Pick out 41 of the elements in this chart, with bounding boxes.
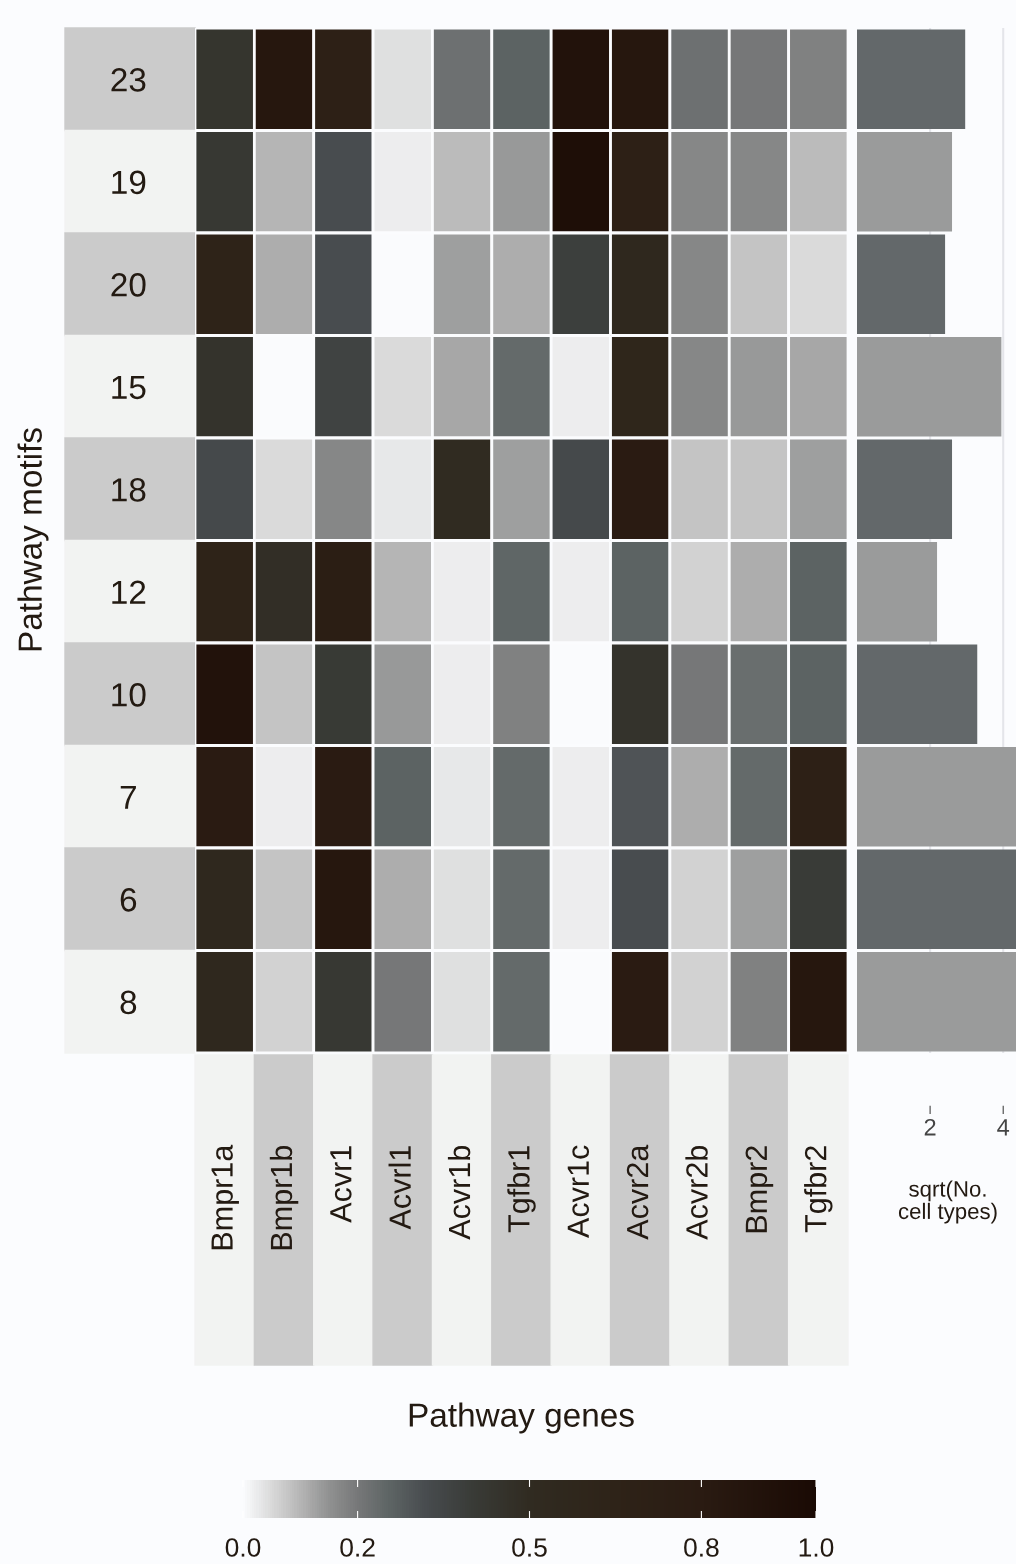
x-tick-label: Bmpr1a bbox=[211, 1144, 239, 1250]
x-tick-label: Bmpr1b bbox=[269, 1145, 299, 1250]
y-tick-label: 15 bbox=[112, 375, 146, 400]
x-tick-label: Acvr2a bbox=[626, 1144, 649, 1240]
y-axis-title: Pathway motifs bbox=[17, 428, 49, 651]
x-tick-label: Bmpr2 bbox=[745, 1146, 774, 1233]
x-axis-title: Pathway genes bbox=[409, 1402, 634, 1434]
x-tick-label: Tgfbr1 bbox=[507, 1146, 536, 1233]
y-tick-label: 23 bbox=[111, 68, 146, 92]
color-bar-label: 0.2 bbox=[340, 1538, 375, 1557]
bar bbox=[857, 747, 1016, 847]
y-tick-label: 12 bbox=[112, 580, 146, 604]
color-bar-label: 0.0 bbox=[225, 1538, 261, 1557]
bar bbox=[857, 952, 1016, 1052]
bar bbox=[857, 644, 978, 744]
x-tick-label: 2 bbox=[924, 1118, 936, 1136]
x-tick-label: 4 bbox=[997, 1119, 1010, 1136]
x-tick-label: Tgfbr2 bbox=[804, 1146, 833, 1233]
bar bbox=[857, 542, 938, 642]
bar bbox=[857, 337, 1002, 437]
bar bbox=[857, 29, 966, 129]
color-bar-label: 1.0 bbox=[799, 1538, 834, 1557]
y-tick-label: 8 bbox=[120, 990, 137, 1015]
bar bbox=[857, 439, 953, 539]
x-tick-label: Acvr2b bbox=[685, 1145, 708, 1240]
bar bbox=[857, 849, 1016, 949]
x-tick-label: Acvr1c bbox=[567, 1145, 590, 1238]
y-tick-label: 7 bbox=[120, 785, 136, 809]
bar bbox=[857, 234, 946, 334]
bar bbox=[857, 132, 953, 232]
x-axis-title: sqrt(No. cell types) bbox=[898, 1180, 997, 1224]
y-tick-label: 18 bbox=[112, 478, 146, 502]
x-tick-label: Acvr1b bbox=[447, 1145, 471, 1240]
y-tick-label: 10 bbox=[112, 683, 146, 707]
y-tick-label: 6 bbox=[120, 888, 137, 912]
x-tick-label: Acvrl1 bbox=[388, 1146, 411, 1230]
color-bar-label: 0.8 bbox=[684, 1538, 719, 1557]
y-tick-label: 20 bbox=[111, 273, 146, 297]
x-tick-label: Acvr1 bbox=[330, 1146, 352, 1223]
color-bar-label: 0.5 bbox=[512, 1538, 547, 1557]
y-tick-label: 19 bbox=[112, 170, 146, 195]
